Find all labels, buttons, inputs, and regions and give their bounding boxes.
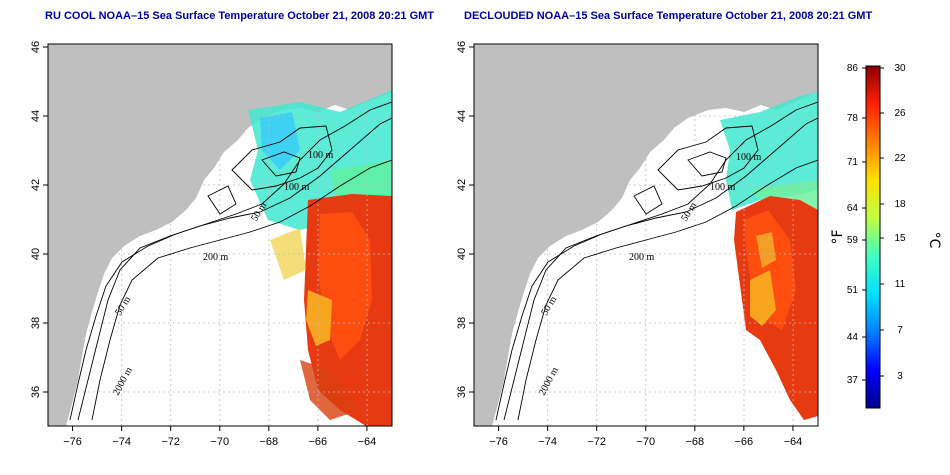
- y-tick-label: 42: [30, 179, 42, 191]
- colorbar-f-tick: 51: [847, 285, 859, 296]
- x-tick-label: −68: [259, 436, 278, 448]
- x-tick-label: −70: [636, 436, 655, 448]
- contour-label: 200 m: [203, 252, 229, 263]
- x-tick-label: −64: [784, 436, 803, 448]
- x-tick-label: −66: [309, 436, 328, 448]
- colorbar-f-tick: 64: [847, 203, 859, 214]
- y-tick-label: 36: [456, 386, 468, 398]
- contour-label: 100 m: [710, 182, 736, 193]
- colorbar-f-tick: 71: [847, 157, 859, 168]
- colorbar-f-tick: 86: [847, 63, 859, 74]
- bathymetry-contours-left: [69, 101, 392, 421]
- colorbar-gradient: [865, 65, 881, 409]
- land-area: [48, 44, 392, 426]
- colorbar-f-tick: 59: [847, 235, 859, 246]
- colorbar-c-tick: 22: [894, 153, 906, 164]
- y-tick-label: 40: [30, 248, 42, 260]
- contour-label: 100 m: [284, 182, 310, 193]
- x-tick-label: −64: [358, 436, 377, 448]
- map-right-body: 100 m 100 m 50 m 200 m 50 m 2000 m: [474, 44, 818, 426]
- map-right-title: DECLOUDED NOAA–15 Sea Surface Temperatur…: [464, 10, 872, 22]
- colorbar-c-tick: 26: [894, 108, 906, 119]
- colorbar-celsius-unit: °C: [926, 232, 942, 249]
- x-tick-label: −72: [161, 436, 180, 448]
- contour-label: 100 m: [736, 152, 762, 163]
- map-left-axes: −76 −74 −72 −70 −68 −66 −64 36 38 40 42 44 46: [30, 41, 376, 448]
- colorbar-f-tick: 37: [847, 375, 859, 386]
- colorbar-c-tick: 7: [897, 325, 903, 336]
- map-left-title: RU COOL NOAA–15 Sea Surface Temperature …: [45, 10, 434, 22]
- colorbar: 86 78 71 64 59 51 44 37 30 26 22 18 15 11 7 3 °F °C: [830, 63, 942, 409]
- bathymetry-contours-right: [495, 101, 818, 421]
- nova-scotia-land: [756, 64, 818, 110]
- colorbar-c-tick: 18: [894, 199, 906, 210]
- x-tick-label: −70: [210, 436, 229, 448]
- contour-label: 200 m: [629, 252, 655, 263]
- colorbar-fahrenheit-unit: °F: [830, 229, 846, 244]
- colorbar-c-tick: 3: [897, 371, 903, 382]
- colorbar-c-tick: 15: [894, 233, 906, 244]
- x-tick-label: −76: [63, 436, 82, 448]
- x-tick-label: −76: [489, 436, 508, 448]
- nova-scotia-land: [330, 64, 392, 110]
- x-tick-label: −68: [685, 436, 704, 448]
- colorbar-c-tick: 11: [895, 279, 906, 290]
- map-right: DECLOUDED NOAA–15 Sea Surface Temperatur…: [456, 10, 873, 448]
- grid-left: [48, 44, 392, 426]
- map-left: RU COOL NOAA–15 Sea Surface Temperature …: [30, 10, 434, 448]
- colorbar-f-tick: 78: [847, 113, 859, 124]
- x-tick-label: −72: [587, 436, 606, 448]
- colorbar-f-tick: 44: [847, 332, 859, 343]
- y-tick-label: 46: [456, 41, 468, 53]
- y-tick-label: 44: [456, 110, 468, 122]
- colorbar-ticks: 86 78 71 64 59 51 44 37 30 26 22 18 15 11 7 3: [847, 63, 906, 386]
- x-tick-label: −66: [735, 436, 754, 448]
- colorbar-c-tick: 30: [894, 63, 906, 74]
- y-tick-label: 46: [30, 41, 42, 53]
- map-left-body: 100 m 100 m 50 m 200 m 50 m 2000 m: [48, 44, 392, 426]
- y-tick-label: 36: [30, 386, 42, 398]
- y-tick-label: 38: [456, 317, 468, 329]
- contour-label: 100 m: [308, 150, 334, 161]
- y-tick-label: 40: [456, 248, 468, 260]
- land-area: [474, 44, 818, 426]
- map-right-axes: −76 −74 −72 −70 −68 −66 −64 36 38 40 42 44 46: [456, 41, 802, 448]
- x-tick-label: −74: [112, 436, 131, 448]
- sst-field-right: [720, 92, 818, 420]
- grid-right: [474, 44, 818, 426]
- x-tick-label: −74: [538, 436, 557, 448]
- y-tick-label: 38: [30, 317, 42, 329]
- y-tick-label: 42: [456, 179, 468, 191]
- y-tick-label: 44: [30, 110, 42, 122]
